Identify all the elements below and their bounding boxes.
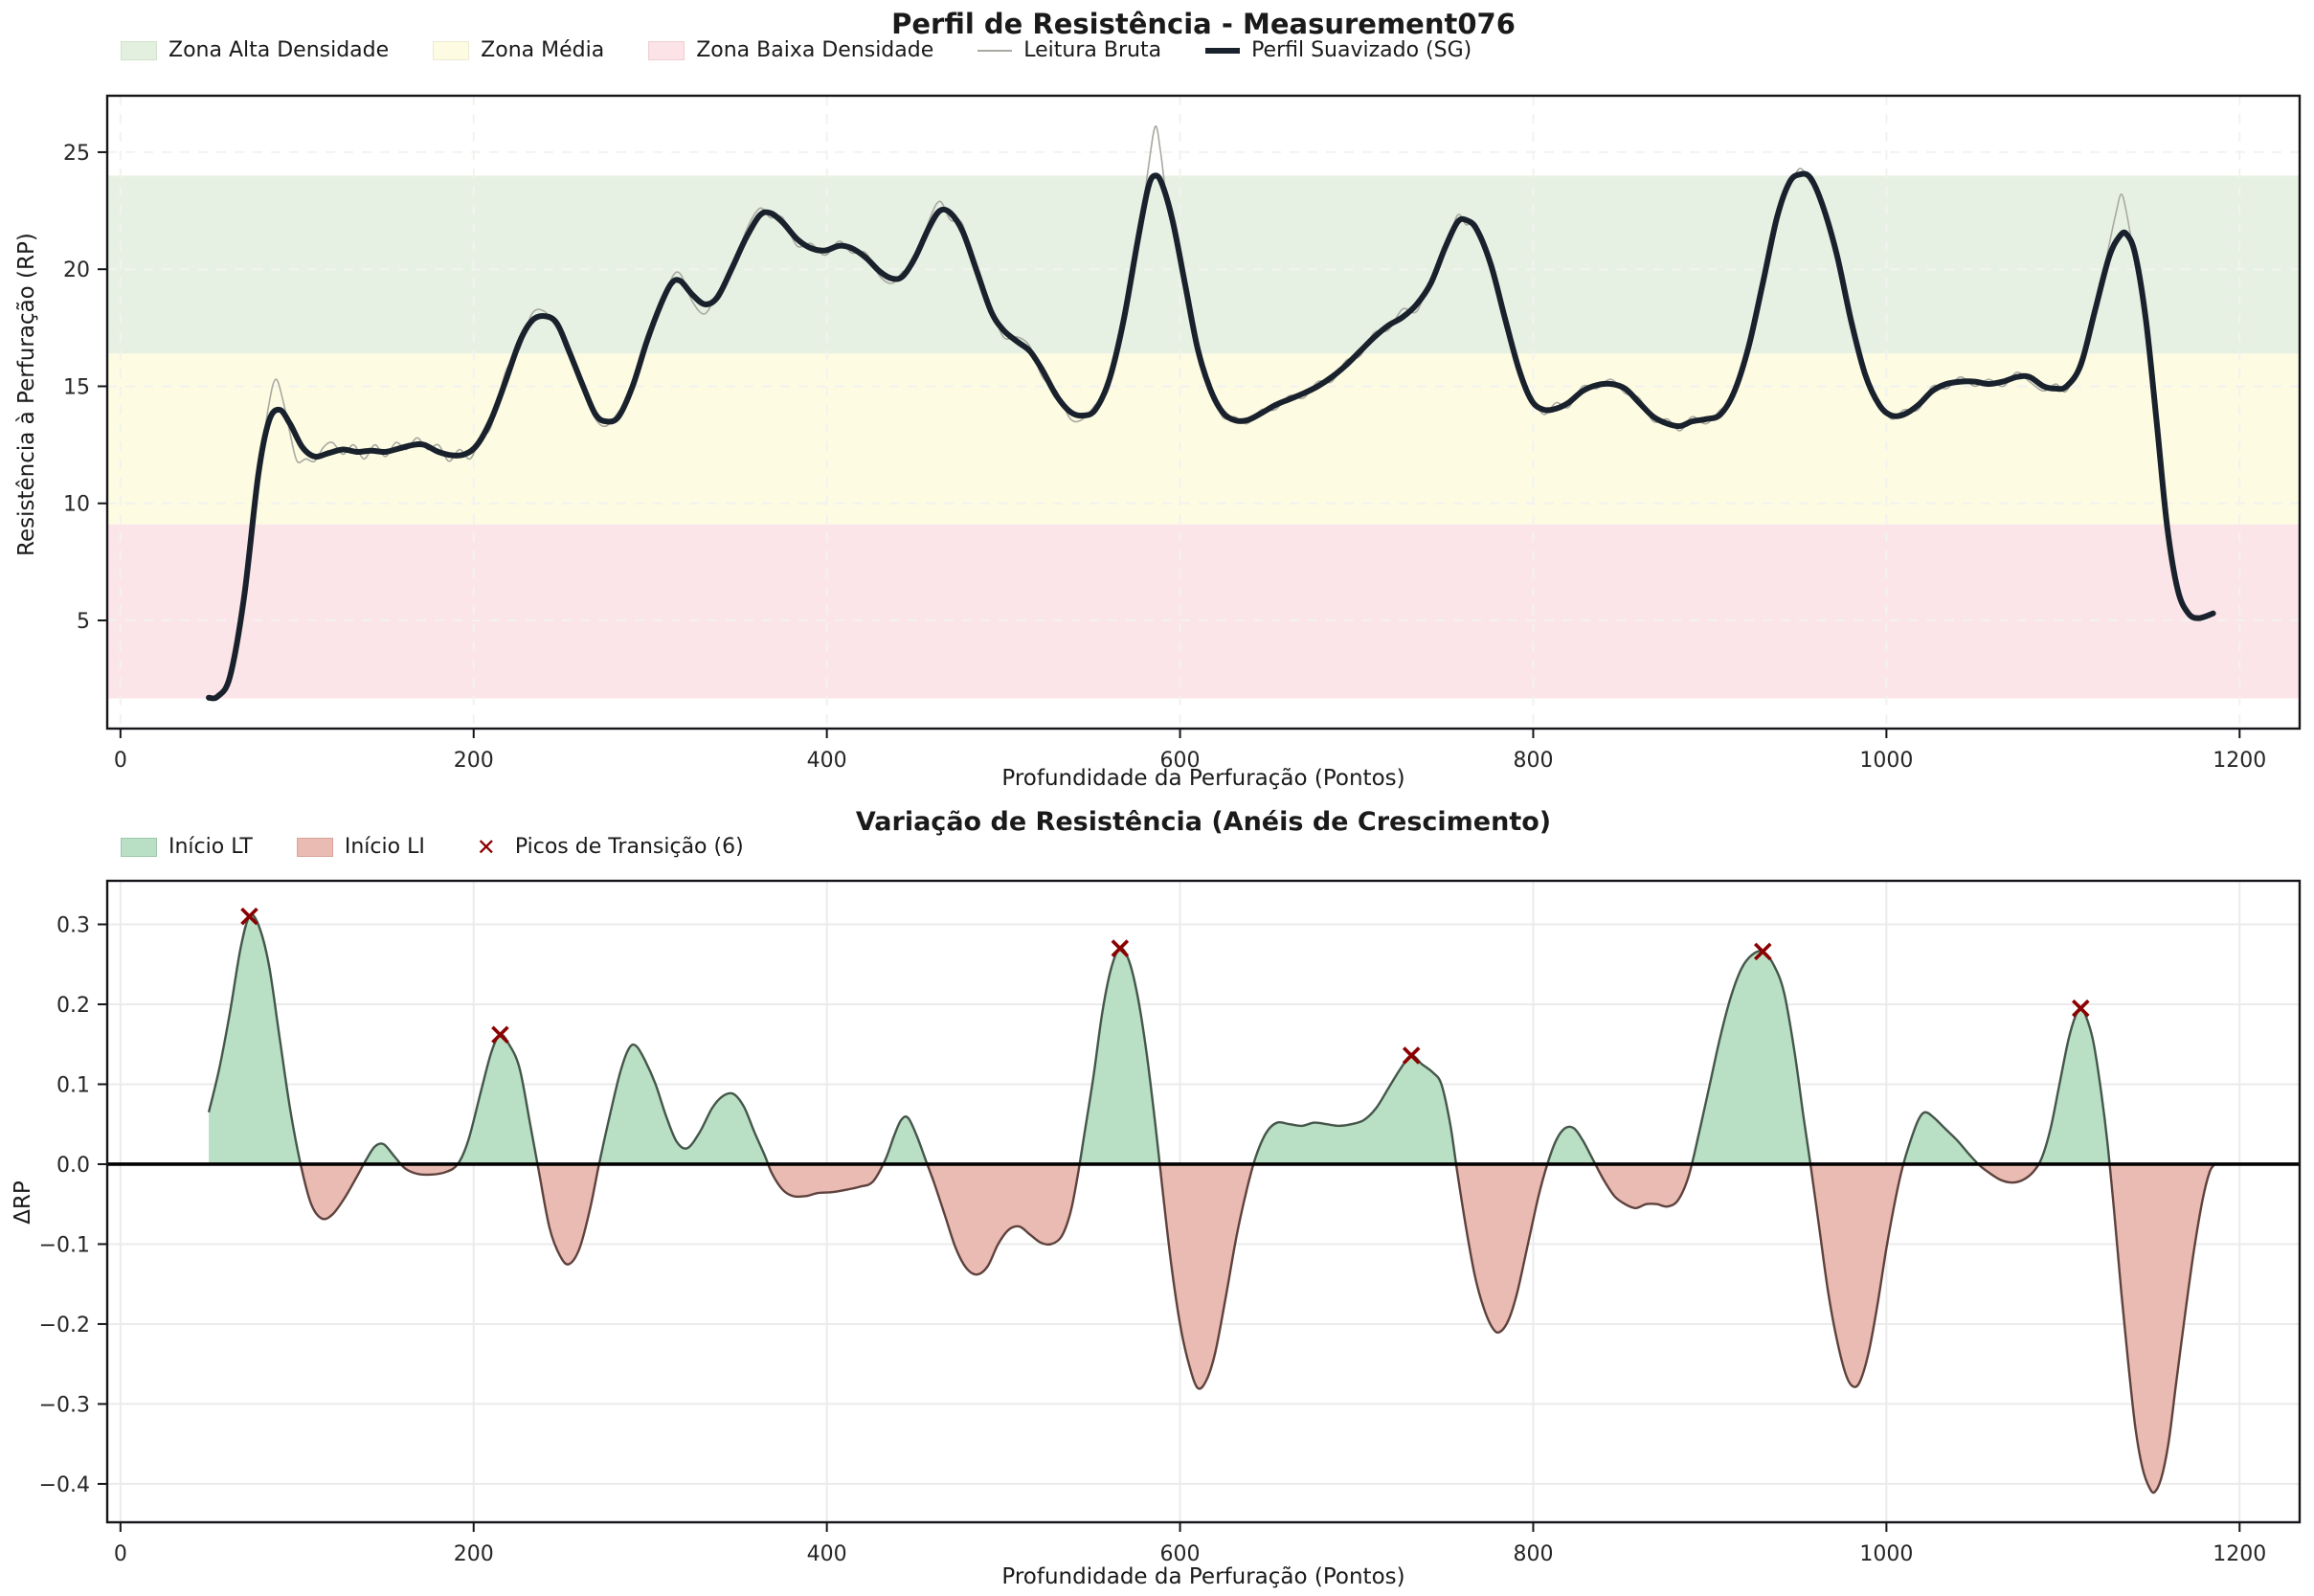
legend-swatch-line xyxy=(1205,47,1241,54)
transition-peak-marker xyxy=(1753,942,1772,961)
density-zone xyxy=(107,524,2300,699)
x-tick-label: 200 xyxy=(454,1542,494,1566)
x-tick-label: 1000 xyxy=(1859,749,1913,773)
transition-peak-marker xyxy=(1111,939,1130,957)
y-axis-label-bottom: ΔRP xyxy=(11,1180,35,1225)
y-tick-label: 0.3 xyxy=(56,914,90,938)
legend-item: Zona Baixa Densidade xyxy=(648,38,933,62)
y-tick-label: 0.2 xyxy=(56,994,90,1018)
delta-area-positive xyxy=(209,914,2110,1164)
legend-item-label: Zona Baixa Densidade xyxy=(696,38,934,62)
x-tick-label: 1000 xyxy=(1859,1542,1913,1566)
legend-item-label: Leitura Bruta xyxy=(1023,38,1162,62)
y-tick-label: 0.0 xyxy=(56,1154,90,1178)
legend-item-label: Picos de Transição (6) xyxy=(514,835,744,859)
chart-frame-bottom xyxy=(105,879,2302,1524)
x-axis-label-top: Profundidade da Perfuração (Pontos) xyxy=(1001,766,1405,791)
legend-swatch-patch xyxy=(121,837,157,857)
y-tick-label: −0.3 xyxy=(39,1393,90,1417)
legend-x-marker-icon: ✕ xyxy=(476,833,496,861)
legend-swatch-patch xyxy=(296,837,333,857)
x-tick-label: 600 xyxy=(1160,749,1201,773)
delta-area-negative xyxy=(209,1163,2215,1494)
y-tick-label: 0.1 xyxy=(56,1073,90,1097)
y-tick-label: −0.1 xyxy=(39,1233,90,1257)
chart-title-top: Perfil de Resistência - Measurement076 xyxy=(891,8,1516,40)
x-tick-label: 600 xyxy=(1160,1542,1201,1566)
legend-swatch-line xyxy=(977,49,1013,52)
legend-top: Zona Alta Densidade Zona Média Zona Baixa … xyxy=(121,38,1472,62)
density-zone xyxy=(107,353,2300,525)
delta-curve-positive-edge xyxy=(207,913,2215,1164)
x-tick-label: 400 xyxy=(807,1542,847,1566)
legend-bottom: Início LT Início LI ✕ Picos de Transição (6… xyxy=(121,835,744,859)
density-zone xyxy=(107,175,2300,354)
x-tick-label: 0 xyxy=(114,1542,127,1566)
chart-title-bottom: Variação de Resistência (Anéis de Cresci… xyxy=(855,807,1552,837)
y-tick-label: 10 xyxy=(63,493,90,517)
legend-swatch-patch xyxy=(121,40,157,60)
x-tick-label: 800 xyxy=(1513,749,1553,773)
legend-item: Início LI xyxy=(296,835,425,859)
legend-swatch-patch xyxy=(433,40,470,60)
legend-item: Início LT xyxy=(121,835,253,859)
transition-peak-marker xyxy=(1402,1046,1421,1065)
legend-item-label: Perfil Suavizado (SG) xyxy=(1251,38,1472,62)
transition-peak-marker xyxy=(491,1025,509,1044)
y-tick-label: −0.4 xyxy=(39,1473,90,1497)
y-tick-label: 15 xyxy=(63,375,90,399)
x-tick-label: 400 xyxy=(807,749,847,773)
x-axis-label-bottom: Profundidade da Perfuração (Pontos) xyxy=(1001,1564,1405,1589)
y-tick-label: 20 xyxy=(63,259,90,282)
legend-item-label: Início LT xyxy=(168,835,253,859)
transition-peak-marker xyxy=(240,907,258,926)
legend-item-label: Início LI xyxy=(344,835,425,859)
legend-item: Leitura Bruta xyxy=(977,38,1161,62)
y-tick-label: 25 xyxy=(63,142,90,166)
legend-item: Zona Alta Densidade xyxy=(121,38,389,62)
x-tick-label: 0 xyxy=(114,749,127,773)
legend-item: Zona Média xyxy=(433,38,604,62)
legend-swatch-patch xyxy=(648,40,685,60)
legend-item-label: Zona Média xyxy=(481,38,605,62)
legend-item: ✕ Picos de Transição (6) xyxy=(469,835,744,859)
y-tick-label: −0.2 xyxy=(39,1314,90,1337)
smoothed-profile-line xyxy=(206,170,2216,702)
chart-frame-top xyxy=(105,94,2302,731)
legend-item: Perfil Suavizado (SG) xyxy=(1205,38,1472,62)
y-axis-label-top: Resistência à Perfuração (RP) xyxy=(14,233,39,556)
transition-peak-marker xyxy=(2072,999,2090,1018)
legend-item-label: Zona Alta Densidade xyxy=(168,38,390,62)
x-tick-label: 1200 xyxy=(2213,749,2266,773)
delta-curve-negative-edge xyxy=(299,1163,2216,1495)
x-tick-label: 1200 xyxy=(2213,1542,2266,1566)
x-tick-label: 200 xyxy=(454,749,494,773)
y-tick-label: 5 xyxy=(77,610,90,634)
x-tick-label: 800 xyxy=(1513,1542,1553,1566)
